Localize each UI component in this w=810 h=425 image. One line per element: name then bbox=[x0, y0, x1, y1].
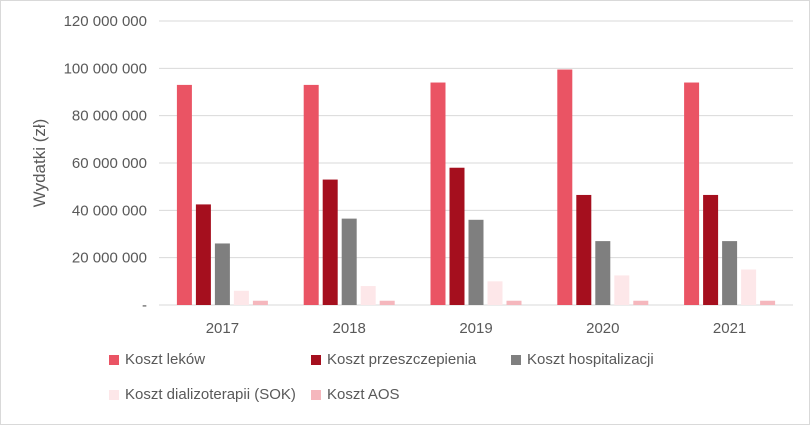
legend-item: Koszt przeszczepienia bbox=[311, 351, 476, 368]
bar bbox=[252, 300, 268, 305]
y-tick-label: 100 000 000 bbox=[64, 60, 147, 77]
bar bbox=[303, 84, 319, 306]
y-tick-label: 60 000 000 bbox=[72, 155, 147, 172]
x-tick-label: 2018 bbox=[333, 320, 366, 337]
x-tick-label: 2019 bbox=[459, 320, 492, 337]
x-tick-label: 2020 bbox=[586, 320, 619, 337]
bar bbox=[722, 241, 738, 305]
bar bbox=[195, 204, 211, 305]
legend-label: Koszt dializoterapii (SOK) bbox=[125, 386, 296, 403]
legend-label: Koszt leków bbox=[125, 351, 206, 368]
x-tick-label: 2021 bbox=[713, 320, 746, 337]
bar bbox=[487, 281, 503, 305]
legend-swatch bbox=[311, 354, 321, 365]
bar bbox=[633, 300, 649, 305]
bar bbox=[760, 300, 776, 305]
y-tick-label: 40 000 000 bbox=[72, 202, 147, 219]
legend-swatch bbox=[311, 389, 321, 400]
legend-item: Koszt dializoterapii (SOK) bbox=[109, 386, 296, 403]
legend-swatch bbox=[109, 354, 119, 365]
y-tick-label: 80 000 000 bbox=[72, 108, 147, 125]
legend-swatch bbox=[109, 389, 119, 400]
y-axis-title: Wydatki (zł) bbox=[30, 119, 49, 208]
legend-item: Koszt leków bbox=[109, 351, 205, 368]
bar bbox=[557, 69, 573, 306]
bar bbox=[506, 300, 522, 305]
legend-item: Koszt hospitalizacji bbox=[511, 351, 654, 368]
y-tick-label: - bbox=[142, 297, 147, 314]
bar bbox=[741, 269, 757, 305]
bar bbox=[322, 179, 338, 305]
bar bbox=[360, 286, 376, 305]
bar bbox=[214, 243, 230, 305]
legend-label: Koszt przeszczepienia bbox=[327, 351, 477, 368]
bar bbox=[449, 167, 465, 305]
legend-item: Koszt AOS bbox=[311, 386, 400, 403]
bar bbox=[576, 194, 592, 305]
bar bbox=[176, 84, 192, 306]
bar bbox=[233, 290, 249, 305]
bar-chart: - 20 000 000 40 000 000 60 000 000 80 000 00… bbox=[30, 13, 793, 337]
y-tick-label: 20 000 000 bbox=[72, 250, 147, 267]
bar bbox=[379, 300, 395, 305]
bar bbox=[703, 194, 719, 305]
bar bbox=[341, 218, 357, 305]
bar bbox=[595, 241, 611, 305]
legend-label: Koszt AOS bbox=[327, 386, 400, 403]
y-tick-label: 120 000 000 bbox=[64, 13, 147, 30]
bar bbox=[684, 82, 700, 306]
bar bbox=[430, 82, 446, 306]
bar bbox=[614, 275, 630, 305]
bar bbox=[468, 219, 484, 305]
legend-swatch bbox=[511, 354, 521, 365]
legend-label: Koszt hospitalizacji bbox=[527, 351, 654, 368]
x-tick-label: 2017 bbox=[206, 320, 239, 337]
